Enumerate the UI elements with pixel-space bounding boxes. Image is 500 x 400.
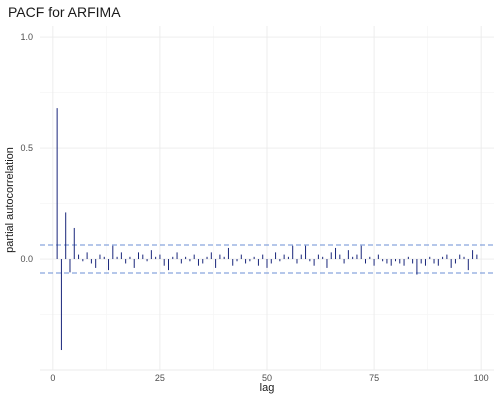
grid — [40, 26, 494, 371]
y-tick-label: 0.0 — [20, 254, 33, 264]
x-axis-ticks: 0 25 50 75 100 — [50, 373, 488, 383]
x-tick-label: 0 — [50, 373, 55, 383]
y-tick-label: 0.5 — [20, 143, 33, 153]
x-tick-label: 50 — [262, 373, 272, 383]
y-tick-label: 1.0 — [20, 32, 33, 42]
x-tick-label: 25 — [155, 373, 165, 383]
y-axis-ticks: 0.0 0.5 1.0 — [20, 32, 33, 264]
x-tick-label: 75 — [369, 373, 379, 383]
chart-title: PACF for ARFIMA — [8, 4, 121, 20]
confidence-bands — [40, 244, 494, 274]
x-tick-label: 100 — [474, 373, 489, 383]
pacf-spikes — [56, 108, 478, 351]
x-axis-label: lag — [260, 382, 275, 394]
y-axis-label: partial autocorrelation — [4, 147, 16, 253]
